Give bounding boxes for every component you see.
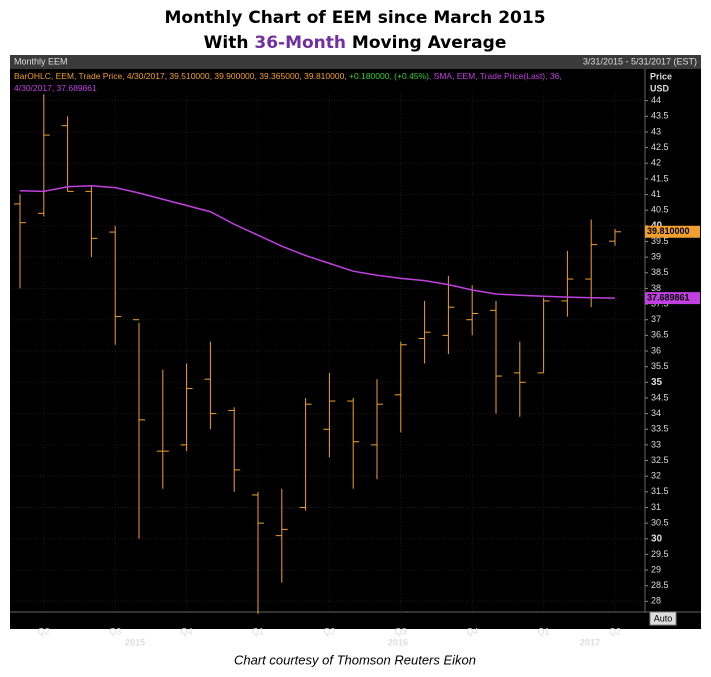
y-tick-label: 31.5 (651, 486, 669, 496)
legend-entry: +0.180000, (+0.45%) (349, 71, 429, 81)
axis-label: USD (650, 83, 670, 93)
price-tag (645, 292, 700, 305)
y-tick-label: 37 (651, 314, 661, 324)
y-tick-label: 30.5 (651, 517, 669, 527)
axis-label: Price (650, 71, 672, 81)
y-tick-label: 34 (651, 408, 661, 418)
x-tick-label: Q4 (181, 626, 193, 636)
sma-line (19, 185, 616, 299)
chart-subtitle: With 36-Month Moving Average (204, 33, 507, 53)
y-tick-label: 32 (651, 471, 661, 481)
x-tick-label: Q4 (466, 626, 478, 636)
y-tick-label: 30 (651, 533, 663, 544)
date-range: 3/31/2015 - 5/31/2017 (EST) (583, 56, 697, 66)
year-label: 2015 (125, 637, 145, 647)
panel-title: Monthly EEM (14, 56, 68, 66)
panel-header (10, 55, 701, 69)
footer: Chart courtesy of Thomson Reuters Eikon (234, 652, 476, 667)
subtitle-part: 36-Month (254, 33, 346, 53)
y-tick-label: 28.5 (651, 580, 669, 590)
y-tick-label: 38.5 (651, 267, 669, 277)
y-tick-label: 38 (651, 283, 661, 293)
y-tick-label: 40.5 (651, 205, 669, 215)
legend-entry: , SMA, EEM, Trade Price(Last), 36, (429, 71, 562, 81)
x-tick-label: Q2 (609, 626, 621, 636)
legend-entry: BarOHLC, EEM, Trade Price, 4/30/2017, 39… (14, 71, 349, 81)
year-label: 2017 (580, 637, 600, 647)
y-tick-label: 31 (651, 502, 661, 512)
subtitle-part: Moving Average (346, 33, 506, 53)
year-label: 2016 (388, 637, 408, 647)
price-tag-label: 37.689861 (647, 292, 690, 302)
x-tick-label: Q1 (538, 626, 550, 636)
x-tick-label: Q2 (323, 626, 335, 636)
y-tick-label: 39 (651, 251, 661, 261)
chart-title: Monthly Chart of EEM since March 2015 (164, 8, 545, 28)
y-tick-label: 39.5 (651, 236, 669, 246)
legend-line: 4/30/2017, 37.689861 (14, 83, 97, 93)
x-tick-label: Q1 (252, 626, 264, 636)
y-tick-label: 33.5 (651, 424, 669, 434)
y-tick-label: 42.5 (651, 142, 669, 152)
panel (10, 55, 701, 629)
y-tick-label: 34.5 (651, 392, 669, 402)
x-tick-label: Q2 (38, 626, 50, 636)
x-tick-label: Q3 (109, 626, 121, 636)
y-tick-label: 32.5 (651, 455, 669, 465)
price-tag-label: 39.810000 (647, 226, 690, 236)
y-tick-label: 29.5 (651, 549, 669, 559)
y-tick-label: 43.5 (651, 111, 669, 121)
x-tick-label: Q3 (395, 626, 407, 636)
subtitle-part: With (204, 33, 255, 53)
y-tick-label: 35 (651, 377, 663, 388)
y-tick-label: 28 (651, 596, 661, 606)
y-tick-label: 29 (651, 564, 661, 574)
price-tag (645, 225, 700, 238)
y-tick-label: 35.5 (651, 361, 669, 371)
y-tick-label: 43 (651, 126, 661, 136)
y-tick-label: 44 (651, 95, 661, 105)
y-tick-label: 33 (651, 439, 661, 449)
y-tick-label: 36 (651, 345, 661, 355)
y-tick-label: 41.5 (651, 173, 669, 183)
y-tick-label: 36.5 (651, 330, 669, 340)
auto-button[interactable] (649, 611, 677, 626)
y-tick-label: 42 (651, 158, 661, 168)
button-label[interactable]: Auto (654, 613, 673, 623)
legend-entry: 4/30/2017, 37.689861 (14, 83, 97, 93)
y-tick-label: 41 (651, 189, 661, 199)
legend-line: BarOHLC, EEM, Trade Price, 4/30/2017, 39… (14, 71, 562, 81)
